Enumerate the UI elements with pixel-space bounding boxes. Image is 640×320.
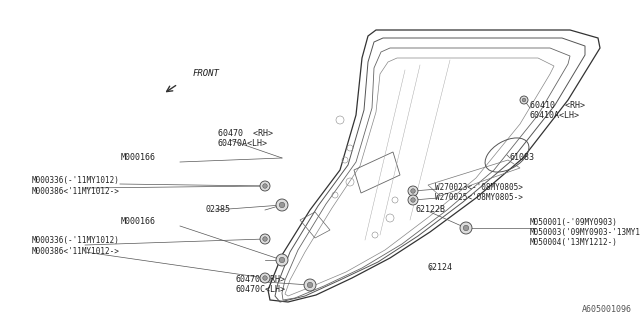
Text: 60410A<LH>: 60410A<LH> <box>530 111 580 121</box>
Circle shape <box>411 189 415 193</box>
Circle shape <box>520 96 528 104</box>
Text: M000336(-'11MY1012): M000336(-'11MY1012) <box>32 236 120 245</box>
Text: 60470B<RH>: 60470B<RH> <box>235 276 285 284</box>
Text: 62124: 62124 <box>428 262 453 271</box>
Text: M000166: M000166 <box>121 154 156 163</box>
Circle shape <box>408 195 418 205</box>
Text: 60470  <RH>: 60470 <RH> <box>218 129 273 138</box>
Circle shape <box>304 279 316 291</box>
Circle shape <box>260 181 270 191</box>
Text: M050003('09MY0903-'13MY1212): M050003('09MY0903-'13MY1212) <box>530 228 640 236</box>
Circle shape <box>279 257 285 263</box>
Text: W270023<-'08MY0805>: W270023<-'08MY0805> <box>435 182 523 191</box>
Text: 61083: 61083 <box>510 154 535 163</box>
Circle shape <box>260 273 270 283</box>
Text: 62122B: 62122B <box>415 205 445 214</box>
Text: 02385: 02385 <box>206 204 231 213</box>
Text: M000166: M000166 <box>121 218 156 227</box>
Circle shape <box>408 186 418 196</box>
Text: 60470C<LH>: 60470C<LH> <box>235 285 285 294</box>
Circle shape <box>307 282 313 288</box>
Text: M050001(-'09MY0903): M050001(-'09MY0903) <box>530 218 618 227</box>
Text: M000386<'11MY1012->: M000386<'11MY1012-> <box>32 246 120 255</box>
Circle shape <box>411 198 415 202</box>
Circle shape <box>460 222 472 234</box>
Text: M050004('13MY1212-): M050004('13MY1212-) <box>530 237 618 246</box>
Circle shape <box>263 184 268 188</box>
Circle shape <box>463 225 468 231</box>
Text: W270025<'08MY0805->: W270025<'08MY0805-> <box>435 193 523 202</box>
Circle shape <box>276 254 288 266</box>
Circle shape <box>263 276 268 280</box>
Text: A605001096: A605001096 <box>582 305 632 314</box>
Circle shape <box>279 202 285 208</box>
Text: 60410  <RH>: 60410 <RH> <box>530 101 585 110</box>
Circle shape <box>522 98 526 102</box>
Circle shape <box>263 237 268 241</box>
Text: FRONT: FRONT <box>193 69 220 78</box>
Text: M000386<'11MY1012->: M000386<'11MY1012-> <box>32 187 120 196</box>
Text: M000336(-'11MY1012): M000336(-'11MY1012) <box>32 177 120 186</box>
Circle shape <box>260 234 270 244</box>
Text: 60470A<LH>: 60470A<LH> <box>218 139 268 148</box>
Circle shape <box>276 199 288 211</box>
